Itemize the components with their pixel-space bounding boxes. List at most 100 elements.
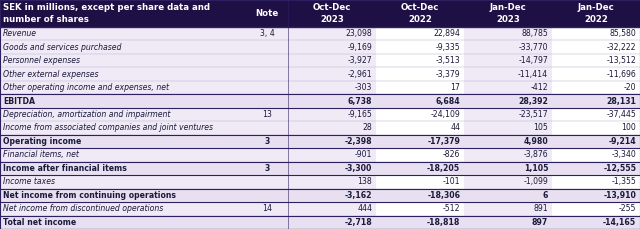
- Text: 17: 17: [451, 83, 460, 92]
- Bar: [0, 148, 288, 162]
- Text: -255: -255: [619, 204, 636, 213]
- Text: Oct-Dec: Oct-Dec: [401, 3, 439, 12]
- Bar: [288, 27, 376, 40]
- Text: Financial items, net: Financial items, net: [3, 150, 79, 159]
- Bar: [464, 108, 552, 121]
- Text: -3,876: -3,876: [524, 150, 548, 159]
- Text: 85,580: 85,580: [609, 29, 636, 38]
- Text: 2023: 2023: [496, 15, 520, 24]
- Bar: [552, 81, 640, 94]
- Text: -412: -412: [531, 83, 548, 92]
- Text: Other operating income and expenses, net: Other operating income and expenses, net: [3, 83, 169, 92]
- Text: -1,099: -1,099: [524, 177, 548, 186]
- Text: Net income from discontinued operations: Net income from discontinued operations: [3, 204, 163, 213]
- Text: -13,910: -13,910: [604, 191, 636, 200]
- Text: -101: -101: [442, 177, 460, 186]
- Text: Income from associated companies and joint ventures: Income from associated companies and joi…: [3, 123, 213, 132]
- Bar: [376, 81, 464, 94]
- Text: -2,961: -2,961: [348, 70, 372, 79]
- Bar: [0, 189, 640, 202]
- Text: Jan-Dec: Jan-Dec: [490, 3, 526, 12]
- Text: 6: 6: [543, 191, 548, 200]
- Bar: [0, 162, 640, 175]
- Bar: [464, 27, 552, 40]
- Text: SEK in millions, except per share data and: SEK in millions, except per share data a…: [3, 3, 210, 12]
- Bar: [0, 121, 288, 135]
- Text: Other external expenses: Other external expenses: [3, 70, 99, 79]
- Bar: [0, 202, 288, 215]
- Bar: [376, 148, 464, 162]
- Text: -11,414: -11,414: [518, 70, 548, 79]
- Text: Net income from continuing operations: Net income from continuing operations: [3, 191, 176, 200]
- Text: -18,818: -18,818: [427, 218, 460, 227]
- Bar: [288, 54, 376, 67]
- Text: -24,109: -24,109: [431, 110, 460, 119]
- Text: -3,340: -3,340: [611, 150, 636, 159]
- Text: 3: 3: [264, 164, 270, 173]
- Text: -512: -512: [443, 204, 460, 213]
- Text: 2023: 2023: [320, 15, 344, 24]
- Bar: [288, 67, 376, 81]
- Bar: [552, 40, 640, 54]
- Text: -3,300: -3,300: [345, 164, 372, 173]
- Text: -3,379: -3,379: [436, 70, 460, 79]
- Text: Income taxes: Income taxes: [3, 177, 55, 186]
- Text: 13: 13: [262, 110, 272, 119]
- Bar: [0, 215, 640, 229]
- Bar: [288, 121, 376, 135]
- Text: Note: Note: [255, 9, 279, 18]
- Text: -33,770: -33,770: [518, 43, 548, 52]
- Text: 897: 897: [532, 218, 548, 227]
- Bar: [552, 121, 640, 135]
- Text: 22,894: 22,894: [433, 29, 460, 38]
- Text: 444: 444: [357, 204, 372, 213]
- Text: 138: 138: [357, 177, 372, 186]
- Bar: [376, 202, 464, 215]
- Text: -3,513: -3,513: [435, 56, 460, 65]
- Text: -1,355: -1,355: [611, 177, 636, 186]
- Bar: [288, 175, 376, 189]
- Bar: [376, 67, 464, 81]
- Bar: [552, 108, 640, 121]
- Text: -14,165: -14,165: [603, 218, 636, 227]
- Text: Revenue: Revenue: [3, 29, 37, 38]
- Text: 28,131: 28,131: [606, 97, 636, 106]
- Text: 6,738: 6,738: [348, 97, 372, 106]
- Text: -11,696: -11,696: [607, 70, 636, 79]
- Text: Income after financial items: Income after financial items: [3, 164, 127, 173]
- Text: -9,335: -9,335: [436, 43, 460, 52]
- Text: 6,684: 6,684: [435, 97, 460, 106]
- Text: -14,797: -14,797: [518, 56, 548, 65]
- Text: -18,306: -18,306: [427, 191, 460, 200]
- Bar: [0, 0, 640, 27]
- Bar: [552, 27, 640, 40]
- Bar: [376, 175, 464, 189]
- Bar: [552, 175, 640, 189]
- Bar: [464, 202, 552, 215]
- Bar: [0, 108, 288, 121]
- Bar: [552, 148, 640, 162]
- Bar: [376, 108, 464, 121]
- Text: -18,205: -18,205: [427, 164, 460, 173]
- Bar: [288, 81, 376, 94]
- Bar: [552, 67, 640, 81]
- Text: -2,398: -2,398: [344, 137, 372, 146]
- Text: 88,785: 88,785: [522, 29, 548, 38]
- Text: 100: 100: [621, 123, 636, 132]
- Text: -2,718: -2,718: [344, 218, 372, 227]
- Bar: [464, 148, 552, 162]
- Text: 23,098: 23,098: [346, 29, 372, 38]
- Text: 4,980: 4,980: [524, 137, 548, 146]
- Text: -3,162: -3,162: [345, 191, 372, 200]
- Text: -17,379: -17,379: [428, 137, 460, 146]
- Text: -20: -20: [623, 83, 636, 92]
- Bar: [0, 175, 288, 189]
- Text: Oct-Dec: Oct-Dec: [313, 3, 351, 12]
- Text: 2022: 2022: [408, 15, 432, 24]
- Text: Operating income: Operating income: [3, 137, 81, 146]
- Bar: [464, 40, 552, 54]
- Text: 44: 44: [450, 123, 460, 132]
- Bar: [0, 27, 288, 40]
- Bar: [464, 67, 552, 81]
- Text: 2022: 2022: [584, 15, 608, 24]
